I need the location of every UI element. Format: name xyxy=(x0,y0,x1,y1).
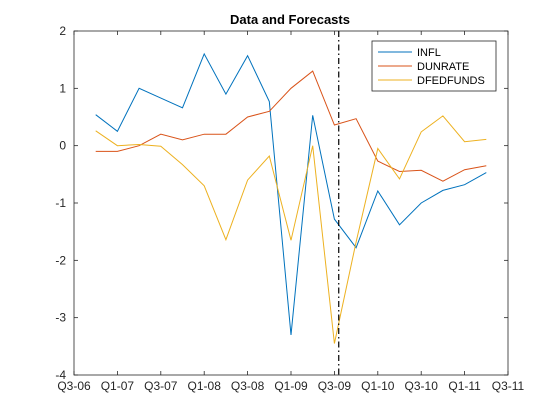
series-lines xyxy=(95,31,487,375)
x-tick-label: Q1-09 xyxy=(274,379,308,393)
legend: INFL DUNRATE DFEDFUNDS xyxy=(371,40,497,92)
chart-title: Data and Forecasts xyxy=(230,12,350,27)
y-tick-label: 1 xyxy=(59,81,66,95)
series-line-dunrate xyxy=(95,70,487,182)
legend-label-infl: INFL xyxy=(417,47,441,59)
y-tick-label: 2 xyxy=(59,24,66,38)
x-tick-label: Q3-07 xyxy=(144,379,178,393)
x-tick-label: Q3-08 xyxy=(231,379,265,393)
x-tick-label: Q1-11 xyxy=(448,379,481,393)
series-line-dfedfunds xyxy=(95,115,487,344)
y-tick-label: -2 xyxy=(55,253,66,267)
x-tick-label: Q1-10 xyxy=(361,379,395,393)
x-tick-label: Q3-11 xyxy=(492,379,525,393)
y-axis: -4 -3 -2 -1 0 1 2 xyxy=(55,24,508,382)
x-tick-label: Q1-07 xyxy=(101,379,135,393)
y-tick-label: -4 xyxy=(55,368,66,382)
x-axis: Q3-06 Q1-07 Q3-07 Q1-08 Q3-08 Q1-09 Q3-09 Q1-10… xyxy=(57,31,525,393)
x-tick-label: Q3-06 xyxy=(57,379,91,393)
legend-label-dfedfunds: DFEDFUNDS xyxy=(417,75,485,87)
y-tick-label: 0 xyxy=(59,139,66,153)
legend-label-dunrate: DUNRATE xyxy=(417,61,469,73)
x-tick-label: Q1-08 xyxy=(188,379,222,393)
x-tick-label: Q3-09 xyxy=(318,379,352,393)
x-tick-label: Q3-10 xyxy=(405,379,439,393)
y-tick-label: -3 xyxy=(55,311,66,325)
series-line-infl xyxy=(95,52,487,335)
y-tick-label: -1 xyxy=(55,196,66,210)
